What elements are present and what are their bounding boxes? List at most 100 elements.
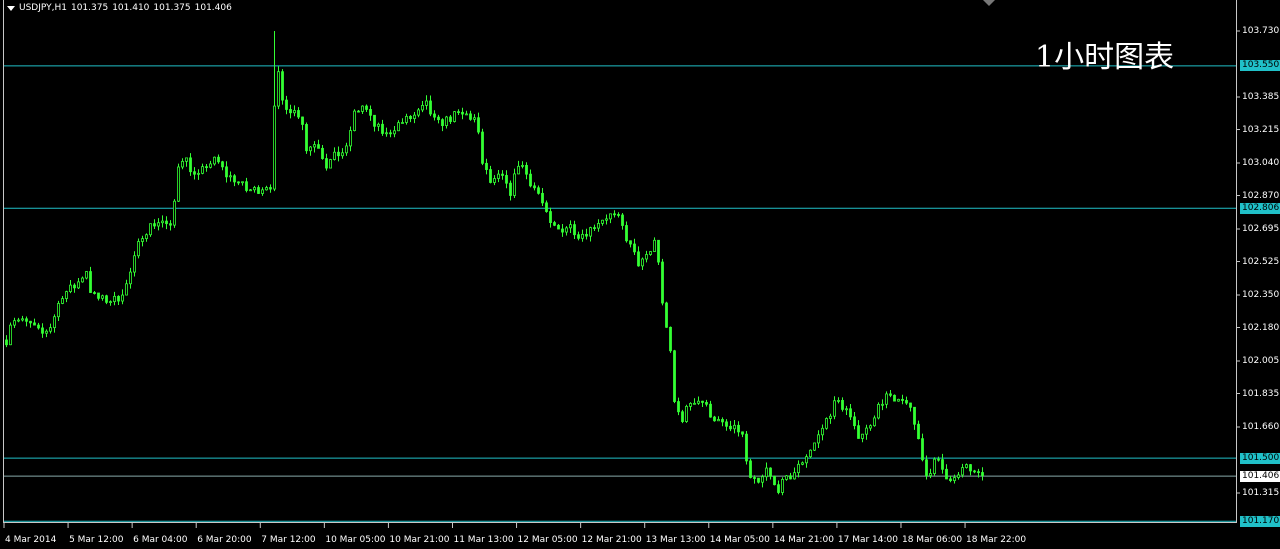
candle-body [941, 459, 944, 470]
candle-body [117, 295, 120, 302]
candle-body [513, 173, 516, 196]
candle-body [177, 166, 180, 202]
candle-body [617, 214, 620, 216]
candle-body [393, 130, 396, 135]
candle-body [433, 113, 436, 118]
candle-body [337, 151, 340, 157]
candle-body [225, 166, 228, 178]
candle-body [449, 116, 452, 122]
candle-body [421, 105, 424, 111]
candle-body [505, 175, 508, 184]
candle-body [565, 227, 568, 233]
candle-body [621, 214, 624, 226]
candle-body [793, 472, 796, 480]
candle-body [937, 458, 940, 461]
candle-body [365, 105, 368, 110]
candle-body [609, 213, 612, 220]
candle-body [257, 187, 260, 194]
chart-watermark-text: 1小时图表 [1035, 40, 1175, 75]
candle-body [965, 464, 968, 468]
candle-body [493, 178, 496, 183]
candle-body [121, 294, 124, 302]
x-tick-label: 12 Mar 21:00 [581, 535, 642, 545]
candle-body [381, 123, 384, 134]
y-tick-label: 103.040 [1242, 157, 1280, 168]
candle-body [205, 166, 208, 169]
candle-body [569, 224, 572, 229]
candle-body [29, 320, 32, 324]
candle-body [281, 71, 284, 101]
candle-body [625, 225, 628, 242]
candle-body [405, 115, 408, 123]
candle-body [849, 408, 852, 418]
candle-body [669, 326, 672, 352]
y-tick-label: 101.835 [1242, 388, 1280, 399]
candle-body [717, 419, 720, 422]
candle-body [465, 113, 468, 116]
candle-body [981, 472, 984, 476]
candle-body [269, 187, 272, 190]
candle-body [733, 424, 736, 430]
candle-body [581, 233, 584, 239]
candle-body [541, 192, 544, 204]
candle-body [377, 123, 380, 127]
chart-shift-marker-icon[interactable] [983, 0, 995, 6]
candle-body [873, 417, 876, 427]
x-tick-label: 11 Mar 13:00 [453, 535, 514, 545]
candle-body [925, 459, 928, 477]
candle-body [653, 239, 656, 252]
y-tick-label: 103.730 [1242, 26, 1280, 36]
candle-body [749, 460, 752, 478]
candle-body [673, 350, 676, 402]
candle-body [685, 405, 688, 422]
candle-body [729, 425, 732, 430]
candle-body [185, 157, 188, 162]
candle-body [161, 220, 164, 224]
candle-body [237, 181, 240, 184]
candle-body [293, 110, 296, 114]
candle-body [525, 164, 528, 175]
y-tick-label: 102.180 [1242, 322, 1280, 333]
ohlc-open: 101.375 [70, 3, 109, 13]
candle-body [529, 173, 532, 187]
bid-price-label: 101.406 [1240, 470, 1280, 482]
candle-body [605, 218, 608, 221]
candle-body [417, 109, 420, 116]
candle-body [765, 467, 768, 478]
candle-body [81, 277, 84, 283]
candle-body [877, 403, 880, 419]
candle-body [869, 425, 872, 429]
candle-body [689, 403, 692, 407]
candle-body [201, 166, 204, 174]
candle-body [845, 408, 848, 411]
candle-body [533, 185, 536, 189]
candle-body [125, 283, 128, 296]
candle-body [841, 400, 844, 410]
candle-body [85, 271, 88, 279]
candle-body [277, 71, 280, 107]
candle-body [241, 181, 244, 184]
candle-body [753, 477, 756, 479]
y-tick-label: 103.215 [1242, 124, 1280, 135]
candle-body [193, 171, 196, 175]
candle-body [857, 425, 860, 439]
candle-body [789, 475, 792, 480]
candle-body [961, 467, 964, 476]
candle-body [865, 427, 868, 435]
candle-body [165, 220, 168, 225]
dropdown-triangle-icon[interactable] [7, 6, 15, 11]
candle-body [901, 398, 904, 401]
candle-body [577, 234, 580, 239]
candle-body [589, 227, 592, 237]
candle-body [189, 157, 192, 173]
candle-body [833, 400, 836, 417]
x-tick-label: 10 Mar 21:00 [389, 535, 450, 545]
candle-body [109, 301, 112, 303]
candle-body [385, 132, 388, 135]
candle-body [481, 131, 484, 164]
candle-body [341, 152, 344, 157]
y-tick-label: 101.660 [1242, 421, 1280, 432]
candle-body [45, 330, 48, 334]
y-tick-label: 102.870 [1242, 190, 1280, 201]
